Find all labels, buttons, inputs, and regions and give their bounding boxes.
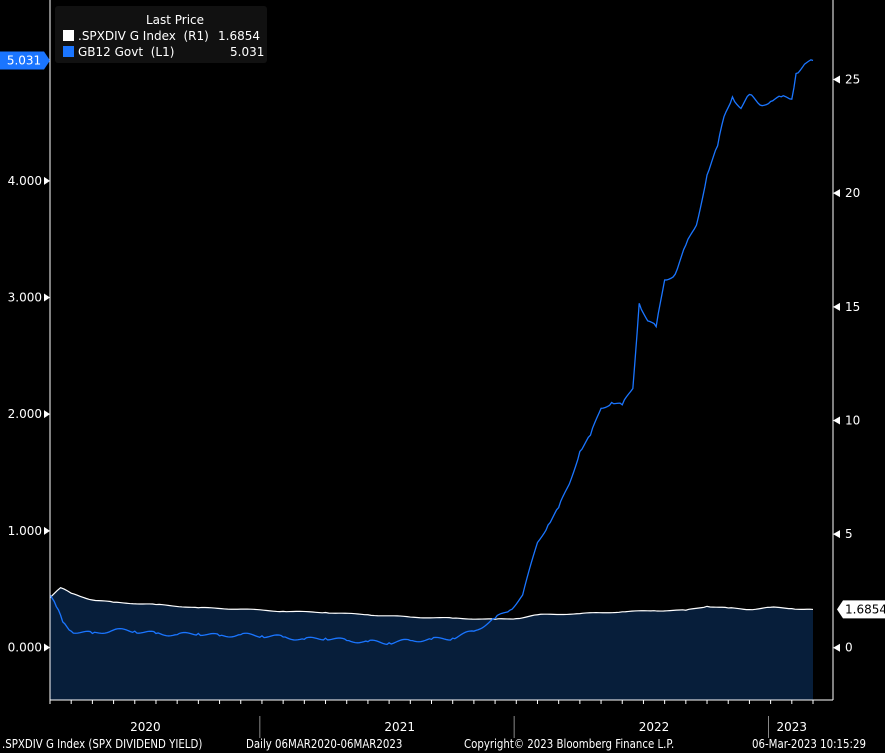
left-tick-label: 0.000 xyxy=(8,641,42,655)
footer-range: Daily 06MAR2020-06MAR2023 xyxy=(246,737,403,751)
right-tick-marker xyxy=(833,530,840,539)
left-tick-marker xyxy=(44,293,50,302)
year-label: 2020 xyxy=(130,720,161,734)
gb12-line xyxy=(49,59,814,646)
right-tick-label: 0 xyxy=(845,641,853,655)
footer-timestamp: 06-Mar-2023 10:15:29 xyxy=(752,737,866,751)
right-tick-marker xyxy=(833,189,840,198)
legend-item-gb12[interactable]: GB12 Govt (L1) 5.031 xyxy=(55,44,267,60)
year-label: 2021 xyxy=(384,720,415,734)
legend: Last Price .SPXDIV G Index (R1) 1.6854 G… xyxy=(55,6,267,63)
year-label: 2022 xyxy=(639,720,670,734)
right-last-value-badge xyxy=(837,600,885,619)
right-tick-label: 10 xyxy=(845,413,860,427)
left-tick-label: 4.000 xyxy=(8,174,42,188)
footer-copyright: Copyright© 2023 Bloomberg Finance L.P. xyxy=(464,737,675,751)
right-tick-label: 25 xyxy=(845,73,860,87)
left-tick-marker xyxy=(44,176,50,185)
year-label: 2023 xyxy=(777,720,808,734)
legend-value: 1.6854 xyxy=(218,29,260,43)
left-tick-marker xyxy=(44,410,50,419)
right-tick-label: 5 xyxy=(845,527,853,541)
legend-item-spxdiv[interactable]: .SPXDIV G Index (R1) 1.6854 xyxy=(55,28,267,44)
right-tick-label: 15 xyxy=(845,300,860,314)
left-tick-marker xyxy=(44,643,50,652)
left-tick-marker xyxy=(44,526,50,535)
footer-security: .SPXDIV G Index (SPX DIVIDEND YIELD) xyxy=(2,737,203,751)
left-tick-label: 3.000 xyxy=(8,291,42,305)
left-last-value-badge xyxy=(0,51,50,70)
legend-label: GB12 Govt (L1) xyxy=(78,45,175,59)
right-tick-label: 20 xyxy=(845,186,860,200)
spxdiv-area xyxy=(50,587,813,700)
legend-value: 5.031 xyxy=(230,45,265,59)
left-last-value-label: 5.031 xyxy=(7,54,41,68)
right-tick-marker xyxy=(833,643,840,652)
right-tick-marker xyxy=(833,416,840,425)
legend-title: Last Price xyxy=(145,13,205,27)
right-tick-marker xyxy=(833,75,840,84)
legend-swatch-blue xyxy=(63,46,74,57)
legend-label: .SPXDIV G Index (R1) xyxy=(78,29,209,43)
legend-swatch-white xyxy=(63,30,74,41)
right-last-value-label: 1.6854 xyxy=(845,602,885,616)
left-tick-label: 1.000 xyxy=(8,524,42,538)
spxdiv-line xyxy=(49,587,814,620)
left-tick-label: 2.000 xyxy=(8,407,42,421)
right-tick-marker xyxy=(833,302,840,311)
